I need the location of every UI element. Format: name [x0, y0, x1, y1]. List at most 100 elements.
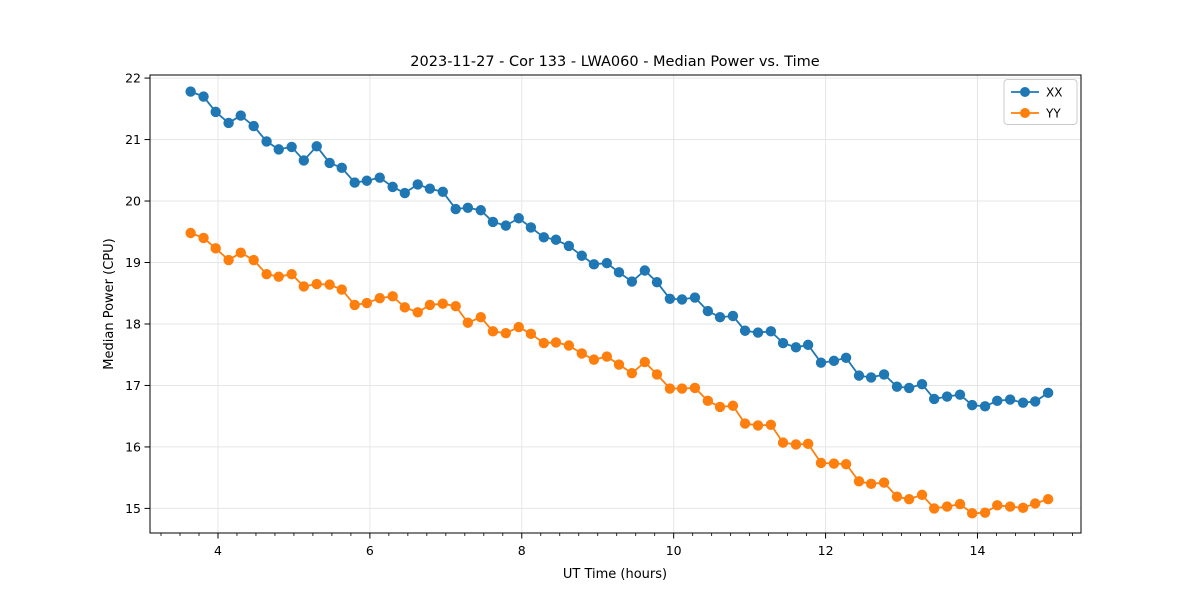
series-YY-point	[525, 328, 537, 340]
series-YY-point	[714, 401, 726, 413]
series-XX-point	[979, 401, 991, 412]
series-XX-point	[185, 86, 196, 97]
series-YY-point	[462, 317, 474, 328]
grid-layer	[150, 75, 1081, 533]
series-XX-point	[235, 110, 246, 121]
series-YY-point	[1042, 493, 1054, 505]
series-XX-line	[190, 90, 1049, 408]
series-YY-point	[576, 348, 587, 359]
series-YY-point	[865, 478, 877, 490]
y-axis-label: Median Power (CPU)	[102, 238, 117, 369]
series-XX-point	[210, 106, 221, 118]
series-YY-point	[248, 254, 259, 266]
x-tick-label: 8	[518, 543, 526, 558]
series-XX-point	[891, 381, 903, 392]
series-YY-point	[840, 458, 852, 470]
series-YY-point	[1017, 502, 1029, 513]
series-YY-point	[676, 383, 688, 394]
series-XX-point	[1017, 397, 1029, 408]
series-XX-point	[513, 213, 524, 224]
legend-layer: XX YY	[1003, 79, 1078, 125]
series-XX-point	[563, 240, 575, 252]
series-XX-point	[286, 141, 297, 153]
series-YY-point	[412, 307, 423, 318]
series-XX-point	[576, 250, 587, 261]
series-XX-point	[840, 352, 852, 363]
series-XX-point	[727, 310, 739, 322]
series-YY-point	[450, 300, 461, 312]
y-tick-label: 16	[125, 439, 141, 454]
series-XX-point	[336, 162, 347, 174]
series-YY-point	[273, 271, 284, 282]
series-YY-point	[941, 501, 953, 512]
series-XX-point	[903, 382, 915, 394]
series-YY-point	[437, 298, 448, 309]
series-YY-point	[664, 383, 676, 394]
series-YY-point	[424, 299, 436, 311]
series-YY-point	[1004, 501, 1016, 512]
series-YY-point	[916, 489, 928, 501]
series-XX-point	[1030, 396, 1041, 407]
y-tick-label: 19	[125, 255, 141, 270]
series-layer	[185, 86, 1054, 519]
series-XX-point	[424, 183, 436, 194]
series-YY-point	[903, 493, 915, 505]
series-YY-point	[374, 292, 385, 304]
series-XX-point	[815, 357, 827, 368]
series-XX-point	[248, 120, 259, 132]
y-tick-label: 20	[125, 194, 141, 209]
series-YY-point	[777, 437, 789, 448]
series-XX-point	[941, 391, 953, 402]
series-XX-point	[374, 172, 385, 183]
series-YY-point	[198, 232, 209, 244]
axes-layer: 4 6 8 10 12 14 15 16 17 18 19 20 21 22	[125, 71, 1082, 558]
series-YY-point	[765, 419, 777, 431]
series-XX-point	[802, 339, 814, 351]
series-XX-point	[349, 177, 360, 188]
series-XX-point	[437, 186, 448, 198]
series-YY-point	[966, 508, 978, 519]
series-YY-point	[928, 503, 940, 514]
legend-entry-label: XX	[1046, 86, 1062, 100]
series-YY-point	[324, 279, 335, 290]
plot-border	[149, 74, 1082, 534]
series-YY-point	[626, 367, 638, 379]
series-XX-point	[916, 379, 928, 390]
series-XX-point	[538, 232, 550, 243]
series-YY-point	[500, 328, 512, 339]
series-YY-point	[563, 340, 575, 351]
series-YY-point	[878, 477, 890, 488]
series-XX-point	[954, 389, 966, 400]
series-XX-point	[361, 175, 373, 186]
series-XX-point	[311, 141, 322, 152]
series-YY-point	[613, 359, 625, 370]
series-XX-point	[664, 293, 676, 304]
series-XX-point	[828, 355, 840, 367]
series-YY-point	[185, 227, 196, 239]
legend-entry-marker	[1020, 87, 1030, 97]
y-tick-label: 18	[125, 316, 141, 331]
series-XX-point	[412, 179, 423, 190]
series-YY-point	[349, 299, 360, 311]
series-YY-point	[261, 268, 272, 280]
series-YY-point	[639, 356, 651, 368]
series-YY-point	[487, 326, 499, 337]
series-YY-point	[992, 500, 1003, 511]
series-YY-point	[475, 312, 486, 323]
series-XX-point	[487, 216, 499, 228]
series-XX-point	[601, 257, 613, 269]
x-tick-label: 14	[970, 543, 986, 558]
series-XX-point	[450, 203, 461, 215]
series-XX-point	[689, 292, 701, 303]
series-XX-point	[399, 187, 411, 199]
series-XX-point	[676, 294, 688, 305]
series-XX-point	[626, 276, 638, 287]
series-XX-point	[777, 337, 789, 349]
series-YY-point	[210, 243, 221, 254]
x-tick-label: 6	[366, 543, 374, 558]
legend-entry-label: YY	[1045, 107, 1061, 121]
series-YY-point	[601, 351, 613, 362]
series-YY-point	[513, 321, 524, 333]
series-XX-point	[223, 117, 234, 129]
